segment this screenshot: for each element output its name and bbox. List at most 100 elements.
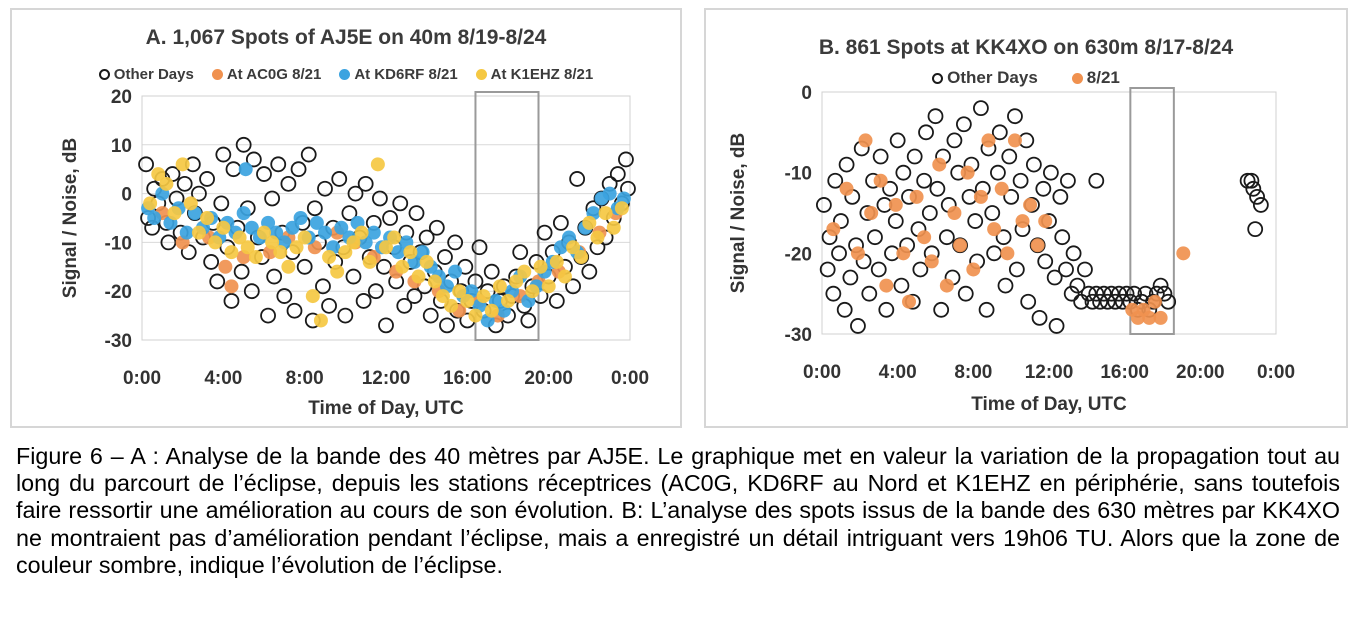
data-point-a-series-0 xyxy=(223,293,240,309)
legend-swatch-other-days-icon xyxy=(932,72,944,84)
data-point-b-series-0 xyxy=(921,205,938,221)
legend-label: At K1EHZ 8/21 xyxy=(490,66,594,83)
data-point-a-series-0 xyxy=(280,175,297,192)
data-point-a-series-3 xyxy=(484,303,499,318)
legend-swatch-kd6rf-icon xyxy=(339,69,351,80)
data-point-a-series-0 xyxy=(306,200,323,217)
legend-item-k1ehz: At K1EHZ 8/21 xyxy=(475,66,594,83)
data-point-b-series-1 xyxy=(947,206,962,220)
x-tick-label-b: 16:00 xyxy=(1100,362,1149,383)
data-point-b-series-0 xyxy=(1114,293,1131,310)
legend-item-ac0g: At AC0G 8/21 xyxy=(211,66,322,83)
data-point-a-series-0 xyxy=(471,239,488,256)
data-point-a-series-3 xyxy=(191,225,206,240)
legend-label: At KD6RF 8/21 xyxy=(354,66,458,83)
data-point-b-series-0 xyxy=(997,277,1014,294)
data-point-a-series-0 xyxy=(357,175,374,192)
data-point-a-series-0 xyxy=(376,258,392,275)
data-point-b-series-0 xyxy=(882,180,899,197)
data-point-a-series-3 xyxy=(452,284,467,299)
data-point-a-series-0 xyxy=(347,185,364,202)
data-point-a-series-3 xyxy=(606,220,621,235)
data-point-a-series-0 xyxy=(317,180,333,197)
data-point-a-series-0 xyxy=(225,161,242,178)
data-point-b-series-0 xyxy=(1107,293,1124,310)
data-point-b-series-0 xyxy=(946,132,963,149)
data-point-a-series-0 xyxy=(581,263,598,280)
data-point-b-series-1 xyxy=(873,173,888,188)
y-axis-title-a: Signal / Noise, dB xyxy=(60,138,81,298)
data-point-a-series-3 xyxy=(313,313,328,328)
data-point-b-series-1 xyxy=(1007,133,1022,148)
data-point-a-series-0 xyxy=(264,190,281,207)
data-point-b-series-1 xyxy=(1000,246,1015,261)
data-point-a-series-3 xyxy=(338,245,353,260)
data-point-a-series-2 xyxy=(293,211,308,225)
data-point-a-series-0 xyxy=(321,297,337,314)
data-point-a-series-3 xyxy=(159,176,174,191)
data-point-a-series-0 xyxy=(260,307,276,324)
legend-swatch-other-days-icon xyxy=(98,69,110,80)
data-point-a-series-0 xyxy=(296,258,313,275)
data-point-a-series-0 xyxy=(408,205,425,222)
data-point-b-series-0 xyxy=(1012,172,1029,189)
data-point-b-series-0 xyxy=(916,172,933,189)
x-tick-label-a: 12:00 xyxy=(362,368,411,389)
data-point-b-series-0 xyxy=(1046,269,1063,286)
x-tick-label-a: 0:00 xyxy=(611,368,649,389)
x-axis-title-a: Time of Day, UTC xyxy=(308,398,464,419)
scatter-plot-b: 0 -10 -20 -30 0:00 4:00 8:00 12:00 16:00 20:00 0:0… xyxy=(728,83,1295,415)
data-point-b-series-0 xyxy=(831,245,847,262)
data-point-b-series-0 xyxy=(1031,309,1048,326)
data-point-a-series-0 xyxy=(371,190,388,207)
data-point-b-series-0 xyxy=(1058,261,1074,278)
data-point-a-series-3 xyxy=(305,289,320,304)
data-point-b-series-0 xyxy=(938,229,955,246)
data-point-a-series-3 xyxy=(590,230,605,245)
data-point-b-series-0 xyxy=(1088,172,1105,189)
data-point-b-series-1 xyxy=(1176,246,1191,261)
chart-title-a: A. 1,067 Spots of AJ5E on 40m 8/19-8/24 xyxy=(145,26,547,49)
data-point-a-series-3 xyxy=(444,298,459,313)
legend-swatch-k1ehz-icon xyxy=(475,69,487,80)
data-point-b-series-0 xyxy=(912,261,929,278)
data-point-a-series-0 xyxy=(418,229,435,246)
data-point-b-series-0 xyxy=(1020,293,1037,310)
data-point-a-series-0 xyxy=(203,254,220,270)
y-tick-label-a: 0 xyxy=(121,185,132,206)
data-point-b-series-1 xyxy=(826,222,841,237)
data-point-b-series-0 xyxy=(1095,285,1112,302)
data-point-a-series-2 xyxy=(553,240,568,255)
data-point-a-series-0 xyxy=(520,312,537,329)
data-point-a-series-0 xyxy=(243,283,260,300)
data-point-a-series-3 xyxy=(525,284,540,299)
data-point-a-series-3 xyxy=(297,230,312,245)
data-point-b-series-1 xyxy=(960,165,975,180)
data-point-b-series-0 xyxy=(1063,285,1080,302)
data-point-b-series-0 xyxy=(815,197,832,213)
data-point-a-series-0 xyxy=(331,171,348,187)
data-point-a-series-1 xyxy=(224,279,239,294)
y-tick-label-a: -10 xyxy=(105,233,132,254)
data-point-a-series-3 xyxy=(265,235,280,250)
data-point-a-series-0 xyxy=(213,195,230,212)
data-point-b-series-0 xyxy=(955,116,972,133)
data-point-a-series-0 xyxy=(315,278,331,295)
data-point-b-series-1 xyxy=(1015,214,1030,229)
data-point-b-series-0 xyxy=(967,213,984,229)
x-tick-label-b: 20:00 xyxy=(1176,362,1225,383)
legend-item-kd6rf: At KD6RF 8/21 xyxy=(339,66,458,83)
scatter-plot-a: 20 10 0 -10 -20 -30 0:00 4:00 8:00 12:00 16:00 20:0… xyxy=(60,87,649,419)
data-point-b-series-0 xyxy=(1007,108,1023,125)
data-point-b-series-1 xyxy=(994,181,1009,196)
data-point-a-series-3 xyxy=(257,225,271,240)
data-point-a-series-0 xyxy=(439,317,455,334)
data-point-b-series-0 xyxy=(825,285,842,302)
data-point-a-series-0 xyxy=(552,214,569,231)
data-point-a-series-0 xyxy=(536,224,553,241)
data-point-b-series-0 xyxy=(1088,285,1105,302)
legend-swatch-8-21-icon xyxy=(1071,72,1083,84)
legend-label: At AC0G 8/21 xyxy=(226,66,322,83)
data-point-a-series-3 xyxy=(143,196,158,211)
data-point-b-series-0 xyxy=(933,301,950,318)
